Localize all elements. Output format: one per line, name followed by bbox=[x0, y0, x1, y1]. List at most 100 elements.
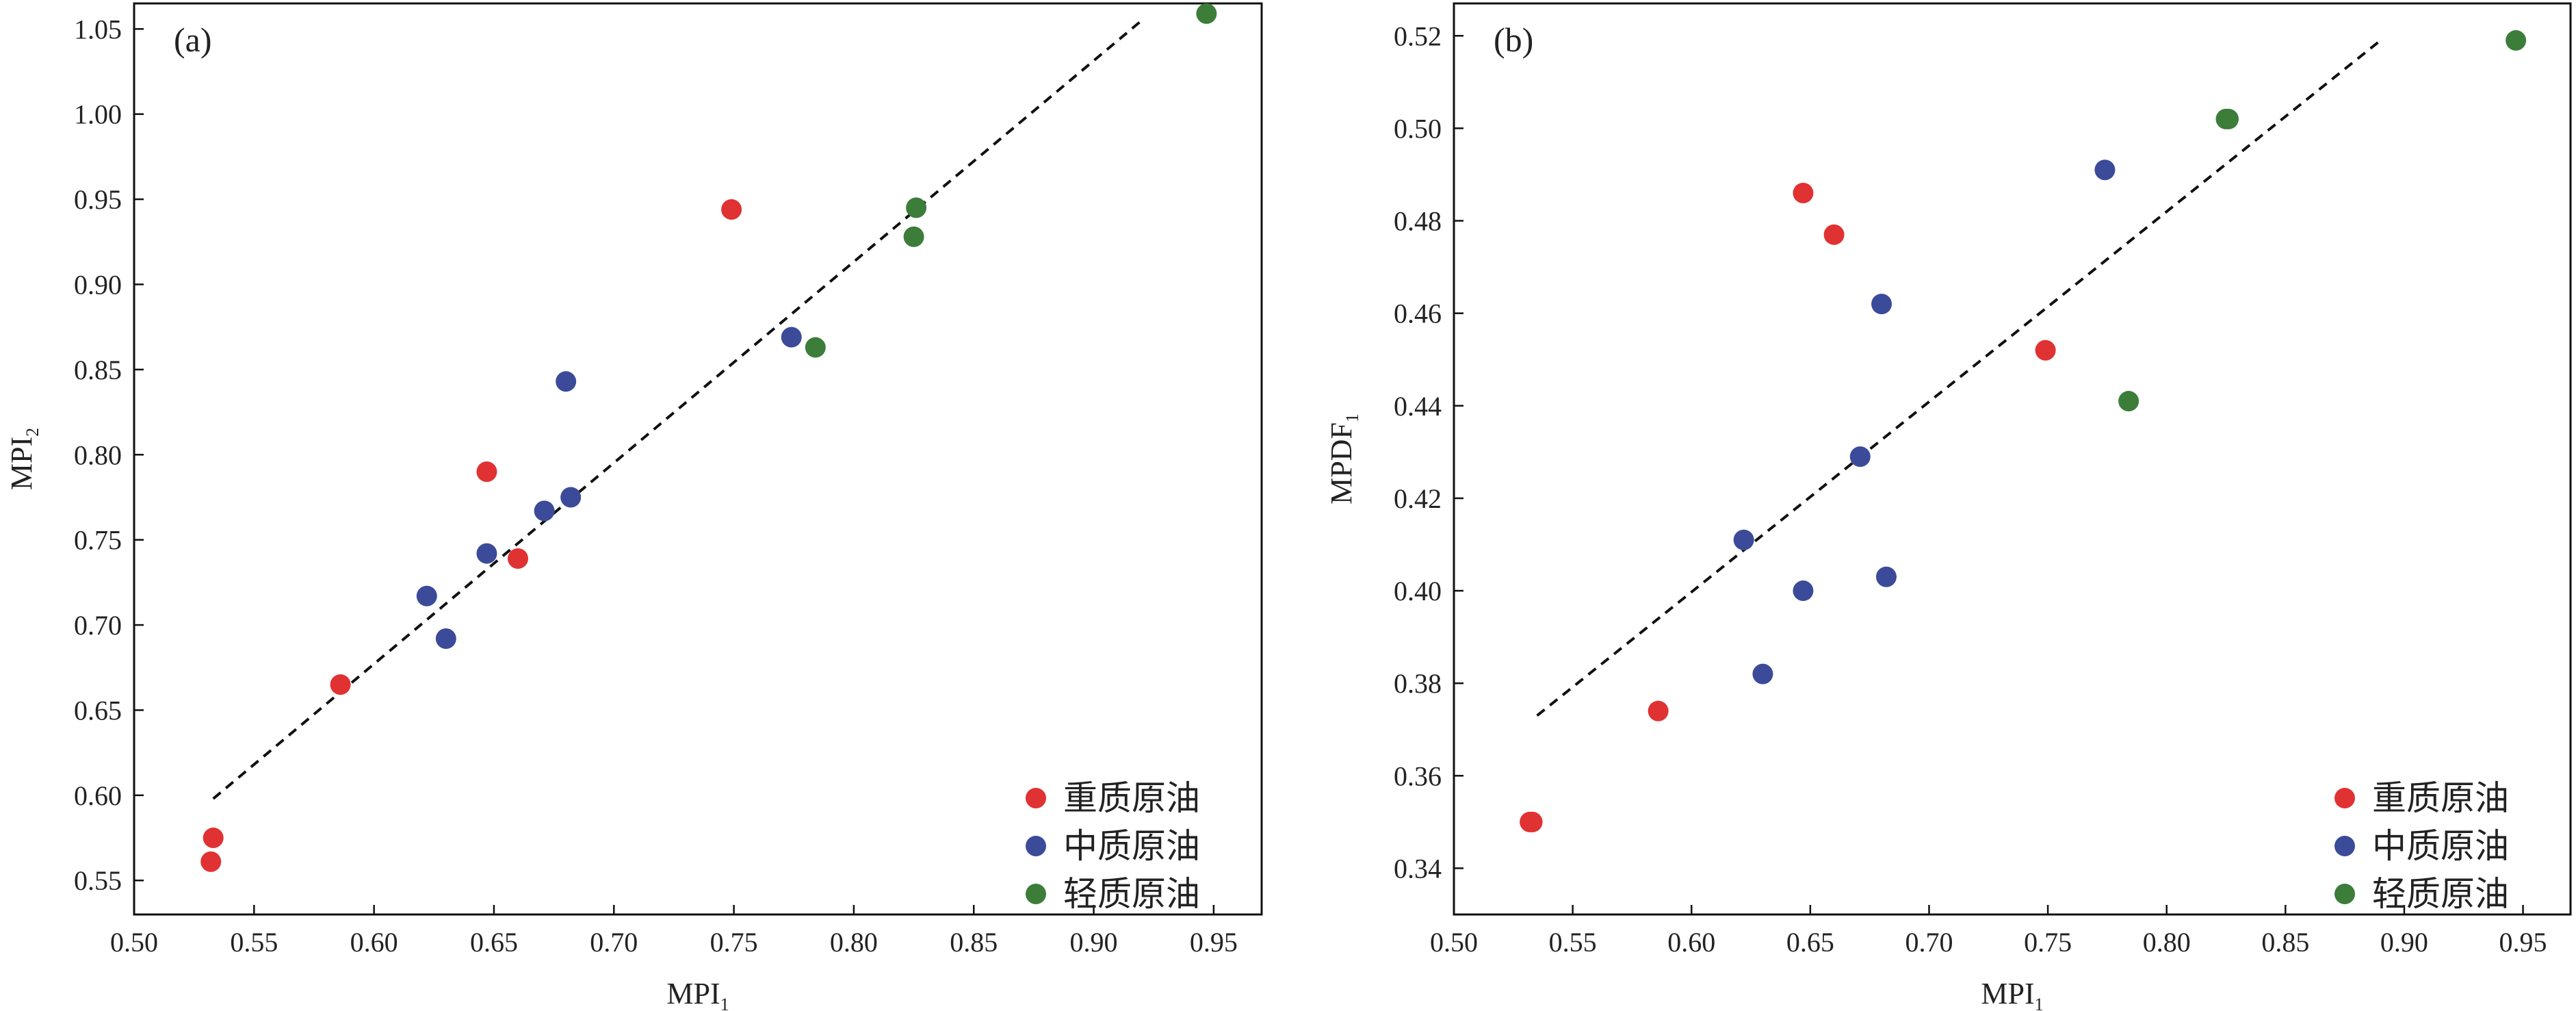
data-point bbox=[2035, 340, 2056, 361]
x-axis-title: MPI1 bbox=[1981, 977, 2043, 1011]
data-point bbox=[906, 197, 927, 218]
data-point bbox=[2217, 108, 2239, 129]
panel-a: 0.50 0.55 0.60 0.65 0.70 0.75 0.80 0.85 0.90 0.95… bbox=[5, 2, 1263, 1011]
legend-label: 中质原油 bbox=[2372, 826, 2509, 866]
x-tick-label: 0.55 bbox=[1549, 927, 1597, 958]
x-tick-label: 0.50 bbox=[110, 927, 158, 958]
y-tick-label: 0.42 bbox=[1394, 483, 1442, 514]
legend-label: 轻质原油 bbox=[1063, 874, 1200, 914]
data-point bbox=[560, 487, 582, 508]
series-medium bbox=[416, 327, 802, 649]
x-tick-label: 0.70 bbox=[1905, 927, 1953, 958]
x-tick-label: 0.80 bbox=[830, 927, 878, 958]
x-tick-label: 0.75 bbox=[710, 927, 758, 958]
data-point bbox=[416, 585, 437, 606]
y-tick-label: 0.55 bbox=[74, 865, 122, 896]
data-point bbox=[1752, 663, 1773, 684]
data-point bbox=[1196, 3, 1217, 24]
x-tick-label: 0.55 bbox=[230, 927, 278, 958]
y-tick-label: 1.00 bbox=[74, 99, 122, 130]
data-point bbox=[435, 628, 456, 649]
y-tick-label: 0.60 bbox=[74, 780, 122, 811]
data-point bbox=[903, 226, 924, 247]
y-axis-title: MPI2 bbox=[5, 428, 42, 490]
x-tick-label: 0.60 bbox=[1667, 927, 1715, 958]
data-point bbox=[508, 548, 529, 570]
panel-label: (b) bbox=[1494, 21, 1533, 59]
y-tick-label: 0.90 bbox=[74, 269, 122, 300]
y-tick-label: 0.95 bbox=[74, 184, 122, 215]
x-tick-label: 0.85 bbox=[2261, 927, 2309, 958]
x-axis-title: MPI1 bbox=[666, 977, 729, 1011]
data-point bbox=[1733, 529, 1754, 550]
y-tick-label: 0.80 bbox=[74, 439, 122, 470]
y-tick-label: 0.44 bbox=[1394, 391, 1442, 422]
series-light bbox=[2118, 30, 2527, 412]
y-tick-label: 0.75 bbox=[74, 525, 122, 556]
x-tick-label: 0.90 bbox=[1070, 927, 1118, 958]
x-axis-title-main: MPI bbox=[666, 977, 720, 1010]
y-tick-label: 0.85 bbox=[74, 355, 122, 385]
x-tick-label: 0.65 bbox=[470, 927, 518, 958]
y-tick-label: 0.65 bbox=[74, 695, 122, 726]
data-point bbox=[330, 674, 351, 695]
data-point bbox=[476, 543, 497, 564]
x-axis-title-main: MPI bbox=[1981, 977, 2034, 1010]
y-axis-title-sub: 2 bbox=[23, 428, 42, 437]
data-point bbox=[203, 828, 224, 849]
x-tick-label: 0.85 bbox=[950, 927, 998, 958]
data-point bbox=[1793, 183, 1814, 204]
y-tick-label: 0.52 bbox=[1394, 21, 1442, 51]
x-tick-label: 0.65 bbox=[1786, 927, 1834, 958]
y-tick-label: 0.50 bbox=[1394, 113, 1442, 144]
x-tick-label: 0.80 bbox=[2143, 927, 2191, 958]
data-point bbox=[2506, 30, 2527, 51]
panel-label: (a) bbox=[174, 21, 212, 59]
data-point bbox=[721, 199, 742, 220]
data-point bbox=[2118, 391, 2139, 412]
series-heavy bbox=[1520, 183, 2056, 832]
panel-b: 0.50 0.55 0.60 0.65 0.70 0.75 0.80 0.85 0.90 0.95… bbox=[1325, 2, 2572, 1011]
y-tick-label: 0.34 bbox=[1394, 853, 1442, 884]
plot-frame bbox=[1453, 2, 2572, 916]
y-axis-title-sub: 1 bbox=[1342, 413, 1362, 422]
x-tick-label: 0.95 bbox=[1190, 927, 1238, 958]
x-tick-label: 0.50 bbox=[1430, 927, 1478, 958]
data-point bbox=[1875, 566, 1897, 587]
x-tick-label: 0.70 bbox=[590, 927, 638, 958]
x-tick-label: 0.95 bbox=[2499, 927, 2547, 958]
data-point bbox=[1823, 224, 1845, 245]
legend-marker bbox=[1026, 884, 1046, 904]
y-axis-title-main: MPI bbox=[5, 437, 38, 490]
legend-label: 中质原油 bbox=[1063, 826, 1200, 866]
legend-label: 重质原油 bbox=[2372, 778, 2509, 818]
data-point bbox=[1849, 446, 1871, 468]
y-tick-label: 0.40 bbox=[1394, 576, 1442, 606]
legend-marker bbox=[1026, 836, 1046, 856]
x-tick-label: 0.90 bbox=[2380, 927, 2428, 958]
x-axis-title-sub: 1 bbox=[720, 995, 729, 1011]
y-tick-label: 0.48 bbox=[1394, 206, 1442, 237]
fit-line bbox=[212, 19, 1143, 800]
legend-marker bbox=[2334, 884, 2355, 904]
data-point bbox=[534, 500, 555, 522]
data-point bbox=[1648, 700, 1669, 721]
data-point bbox=[2094, 159, 2116, 181]
series-heavy bbox=[200, 199, 742, 872]
data-point bbox=[476, 461, 497, 483]
legend-marker bbox=[1026, 788, 1046, 808]
y-axis-title-main: MPDF bbox=[1325, 422, 1358, 504]
data-point bbox=[200, 851, 222, 872]
x-axis-title-sub: 1 bbox=[2035, 995, 2044, 1011]
data-point bbox=[1520, 811, 1541, 832]
y-tick-label: 1.05 bbox=[74, 14, 122, 44]
legend-marker bbox=[2334, 788, 2355, 808]
data-point bbox=[781, 327, 802, 348]
y-tick-label: 0.36 bbox=[1394, 760, 1442, 791]
x-tick-label: 0.60 bbox=[350, 927, 398, 958]
data-point bbox=[556, 371, 577, 392]
data-point bbox=[1793, 580, 1814, 602]
x-tick-label: 0.75 bbox=[2024, 927, 2072, 958]
